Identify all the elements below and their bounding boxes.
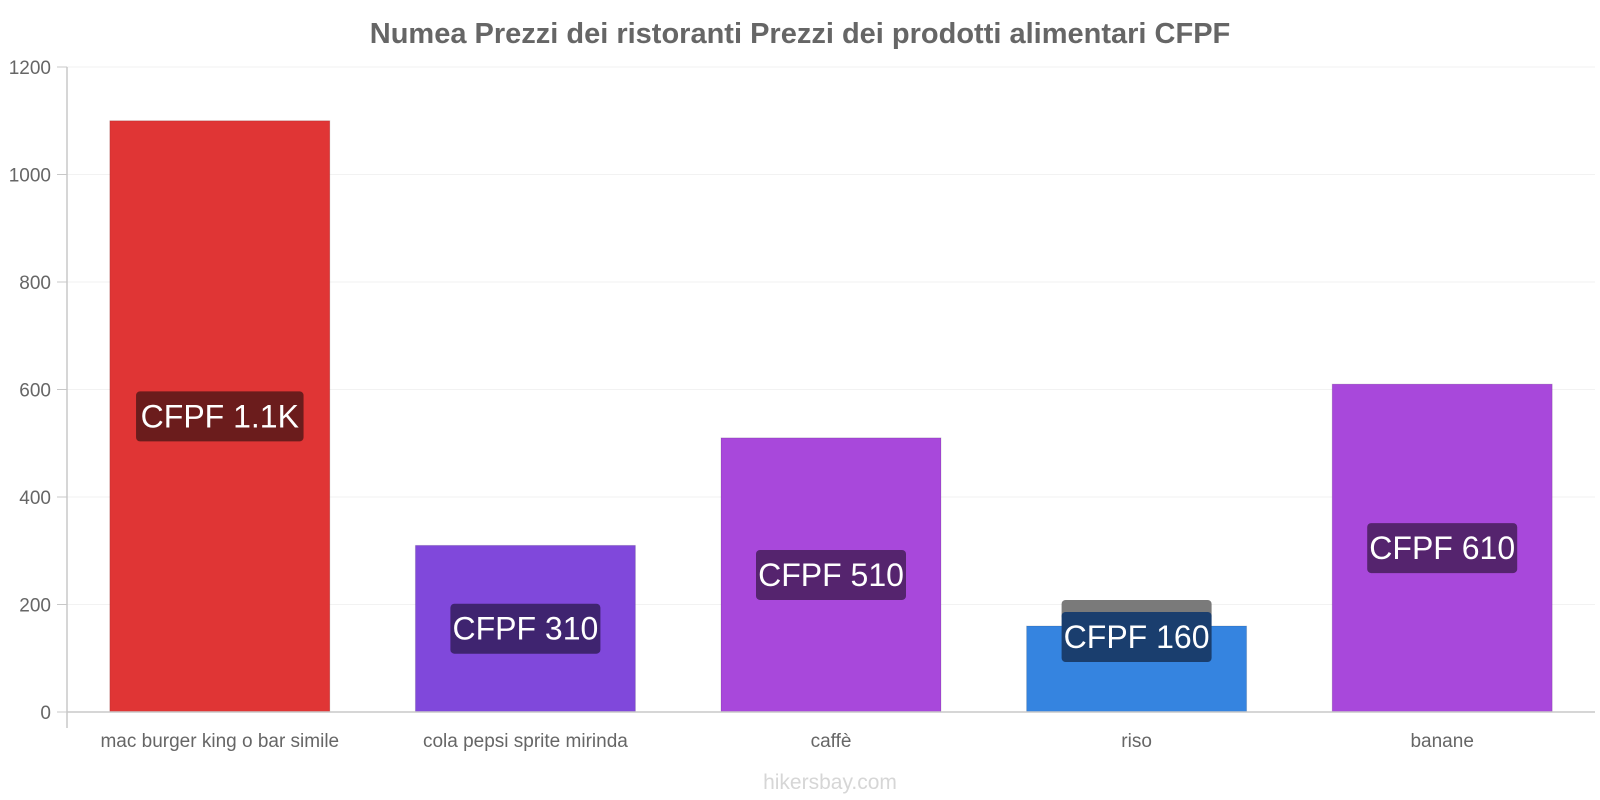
y-tick-label: 1200 (9, 58, 51, 79)
value-label: CFPF 1.1K (141, 398, 299, 434)
y-tick-label: 800 (19, 273, 51, 294)
y-tick-label: 200 (19, 596, 51, 617)
value-label-box (1061, 612, 1212, 662)
value-label: CFPF 510 (758, 557, 904, 593)
y-tick-label: 0 (40, 703, 51, 724)
axes (66, 67, 1595, 728)
y-axis: 0 200 400 600 800 1000 1200 (9, 58, 67, 724)
bars (109, 120, 1553, 713)
x-tick-label: riso (1121, 731, 1152, 752)
value-label: CFPF 310 (452, 611, 598, 647)
value-label-box (1367, 523, 1518, 574)
x-tick-label: cola pepsi sprite mirinda (423, 731, 628, 752)
x-tick-label: banane (1410, 731, 1473, 752)
x-axis-labels: mac burger king o bar simile cola pepsi s… (100, 731, 1473, 752)
y-tick-label: 1000 (9, 166, 51, 187)
watermark: hikersbay.com (763, 771, 897, 794)
value-labels: CFPF 1.1K CFPF 310 CFPF 510 CFPF 160 CFPF 61… (136, 391, 1518, 662)
value-label-box (450, 603, 601, 654)
value-label: CFPF 160 (1064, 619, 1210, 655)
value-label-box (756, 549, 906, 600)
x-tick-label: caffè (811, 731, 852, 752)
value-label: CFPF 610 (1369, 530, 1515, 566)
x-tick-label: mac burger king o bar simile (100, 731, 339, 752)
y-tick-label: 400 (19, 488, 51, 509)
value-label-box (136, 391, 304, 442)
chart-title: Numea Prezzi dei ristoranti Prezzi dei p… (370, 18, 1231, 50)
y-tick-label: 600 (19, 381, 51, 402)
